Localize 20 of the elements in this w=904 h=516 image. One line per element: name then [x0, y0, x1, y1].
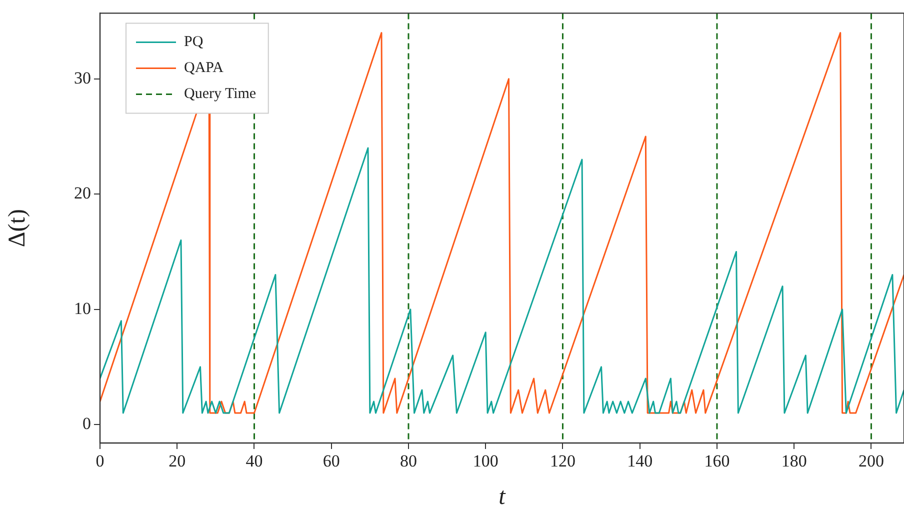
- legend-label: PQ: [184, 34, 204, 50]
- y-tick-label: 30: [74, 68, 91, 88]
- x-tick-label: 120: [550, 452, 576, 471]
- x-tick-label: 200: [858, 452, 884, 471]
- x-tick-label: 0: [96, 452, 104, 471]
- x-tick-label: 180: [781, 452, 807, 471]
- legend-label: QAPA: [184, 60, 224, 76]
- x-tick-label: 40: [246, 452, 263, 471]
- x-tick-label: 20: [168, 452, 186, 471]
- y-tick-label: 20: [74, 184, 91, 203]
- y-tick-label: 10: [74, 298, 91, 318]
- x-tick-label: 80: [400, 452, 417, 471]
- x-tick-label: 100: [472, 452, 498, 471]
- ref-line-label: Query Time: [184, 86, 256, 102]
- x-tick-label: 60: [322, 452, 340, 471]
- x-axis-title: t: [498, 484, 507, 510]
- y-tick-label: 0: [82, 414, 91, 434]
- y-axis-title: Δ(t): [4, 209, 31, 248]
- x-tick-label: 160: [704, 452, 730, 471]
- x-tick-label: 140: [627, 452, 653, 471]
